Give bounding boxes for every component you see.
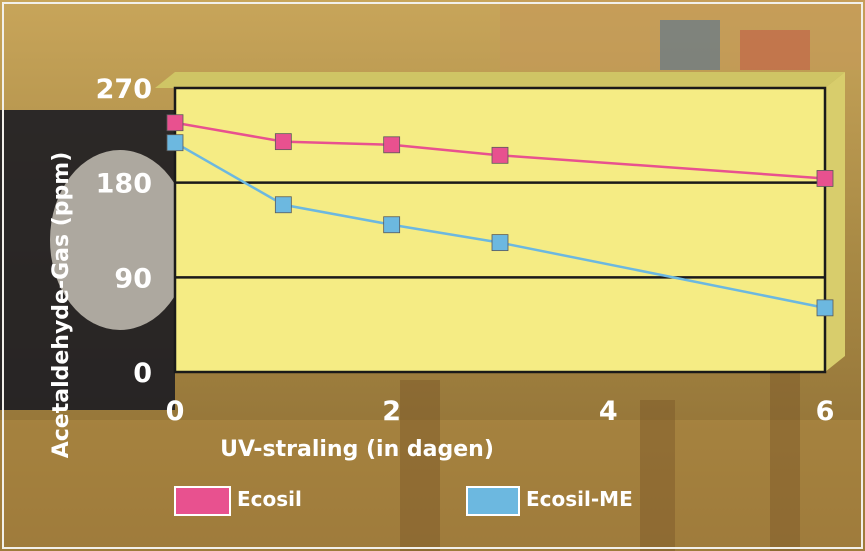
x-tick-label: 0 [166,396,185,427]
plot-area [175,88,825,372]
x-tick-label: 4 [599,396,618,427]
plot-area-side [825,72,845,372]
legend-swatch-ecosil [174,486,231,516]
data-point-ecosil [816,170,834,187]
y-axis-label: Acetaldehyde-Gas (ppm) [49,152,74,459]
data-point-ecosil-me [383,216,401,234]
legend-item-ecosil: Ecosil [174,486,302,516]
data-point-ecosil [274,133,292,151]
data-point-ecosil-me [274,196,292,214]
x-tick-label: 2 [382,396,401,427]
data-point-ecosil [166,114,184,132]
data-point-ecosil-me [491,234,509,252]
data-point-ecosil [491,146,509,164]
legend-swatch-ecosil-me [466,486,520,516]
data-point-ecosil-me [166,134,184,152]
y-tick-label: 0 [133,358,152,389]
plot-area-depth [155,72,845,88]
legend-label-ecosil-me: Ecosil-ME [526,487,633,511]
x-axis-label: UV-straling (in dagen) [220,437,494,462]
legend-label-ecosil: Ecosil [237,487,302,511]
data-point-ecosil-me [816,299,834,317]
data-point-ecosil [383,136,401,154]
y-tick-label: 270 [96,74,152,105]
x-tick-label: 6 [816,396,835,427]
y-tick-label: 90 [114,263,152,294]
legend-item-ecosil-me: Ecosil-ME [466,486,633,516]
legend: Ecosil Ecosil-ME [174,486,633,516]
y-tick-label: 180 [96,169,152,200]
